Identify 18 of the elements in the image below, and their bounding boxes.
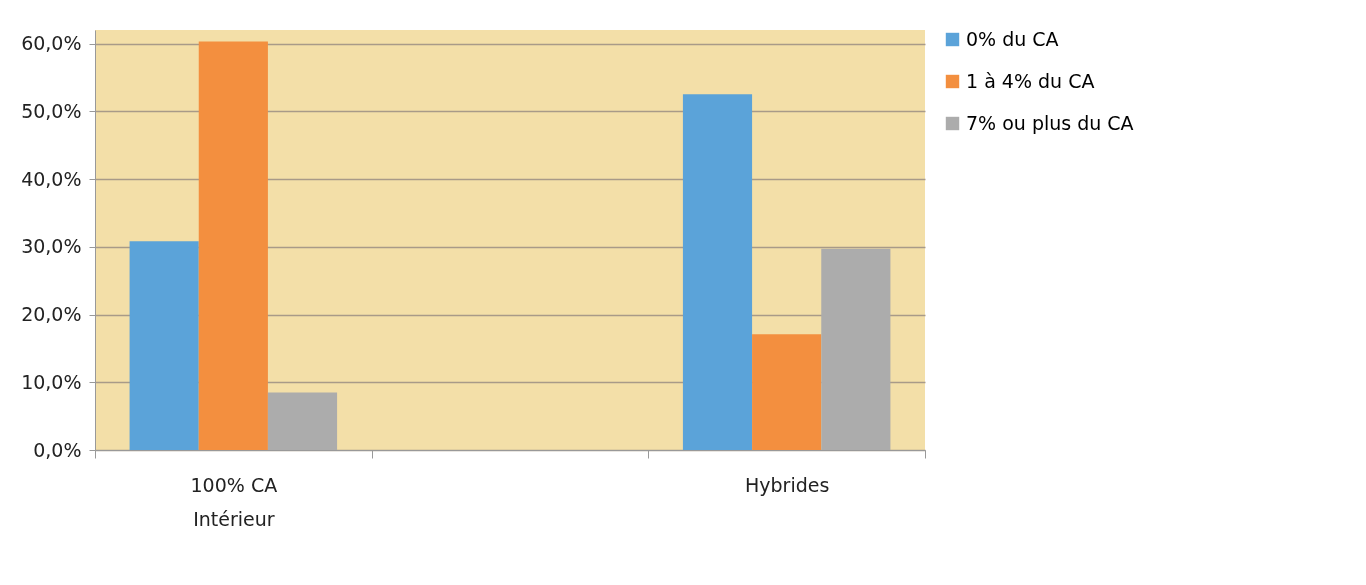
bar [129,241,199,450]
legend-label: 7% ou plus du CA [966,111,1134,134]
y-tick-label: 40,0% [21,167,82,190]
bar [752,334,822,450]
y-tick-label: 10,0% [21,370,82,393]
legend-label: 0% du CA [966,27,1059,50]
bar [682,94,753,450]
y-tick-label: 50,0% [21,99,82,122]
bar [267,392,338,450]
y-tick-label: 60,0% [21,32,82,55]
bar [821,248,891,450]
y-tick-label: 20,0% [21,303,82,326]
legend-label: 1 à 4% du CA [966,69,1095,92]
bar [198,41,268,450]
y-tick-label: 30,0% [21,235,82,258]
x-tick-label: 100% CA Intérieur [190,473,278,530]
y-tick-label: 0,0% [33,438,82,461]
x-tick-label: Hybrides [744,473,830,496]
